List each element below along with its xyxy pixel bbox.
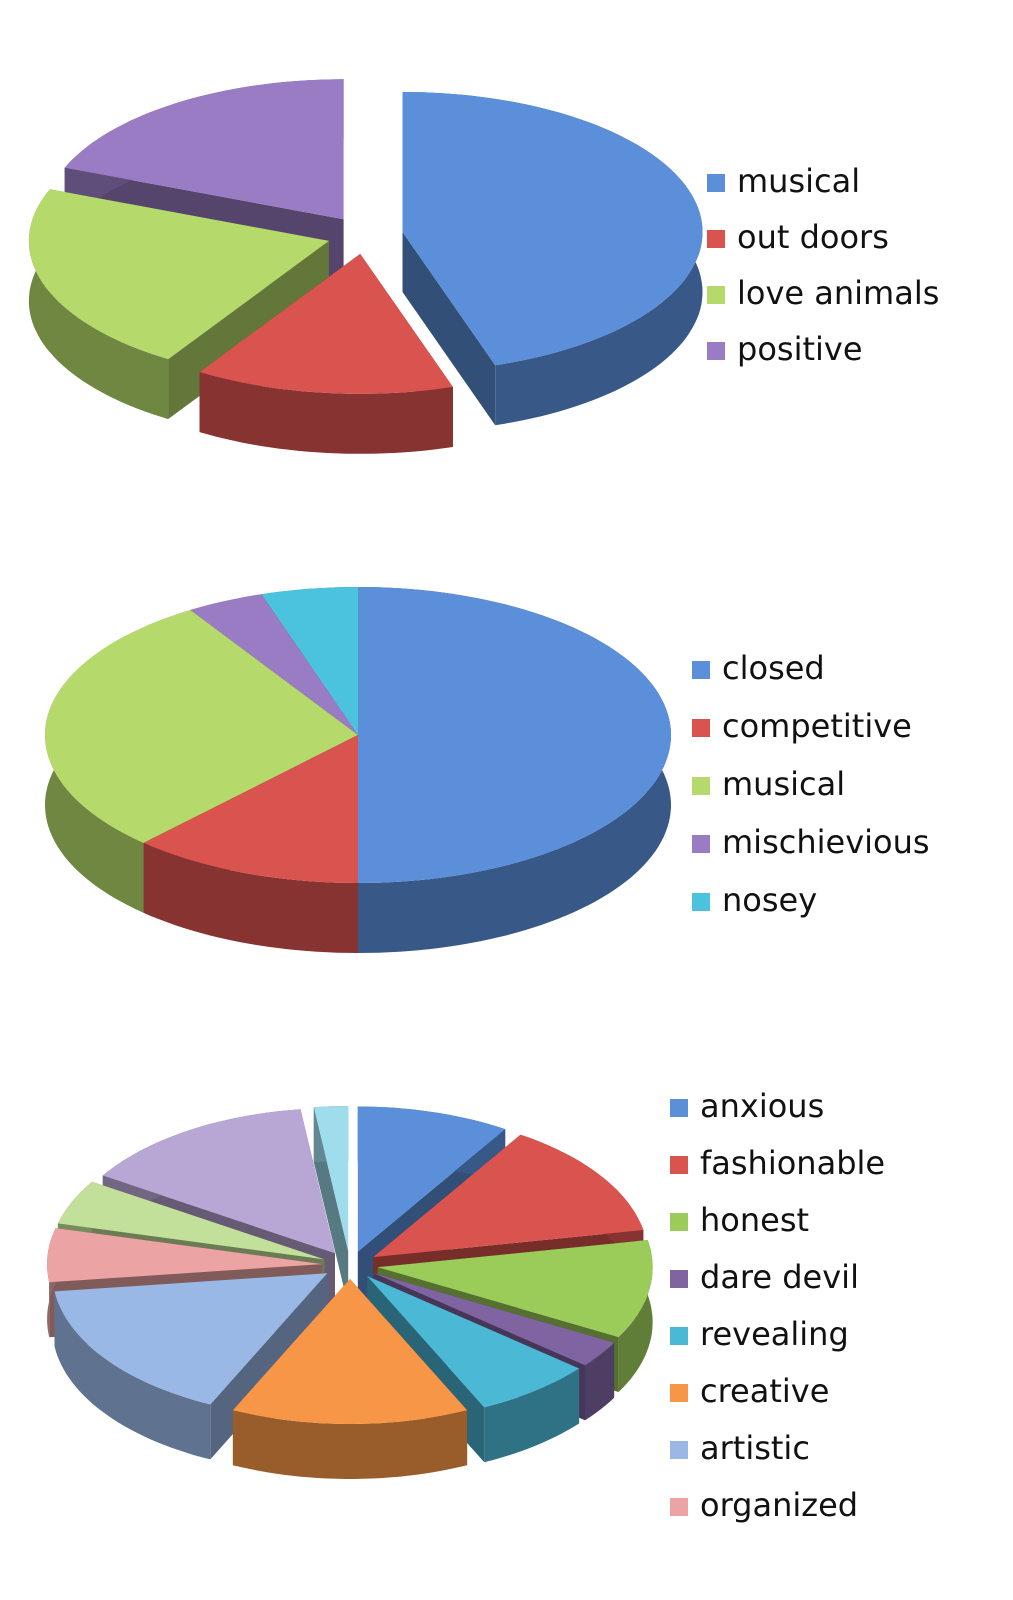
slice xyxy=(143,735,358,953)
slice xyxy=(190,594,358,735)
legend-label: anxious xyxy=(700,1087,824,1125)
legend-label: positive xyxy=(737,330,863,368)
legend-swatch xyxy=(707,230,725,248)
slice-side xyxy=(585,1342,615,1421)
legend-label: revealing xyxy=(700,1315,849,1353)
legend-swatch xyxy=(707,174,725,192)
legend-swatch xyxy=(692,777,710,795)
slice xyxy=(402,92,703,426)
legend-swatch xyxy=(670,1327,688,1345)
slice-wall xyxy=(402,232,496,426)
slice xyxy=(373,1134,644,1258)
legend-label: fashionable xyxy=(700,1144,885,1182)
legend-swatch xyxy=(670,1498,688,1516)
slice xyxy=(199,253,453,394)
slice xyxy=(358,587,671,883)
legend-label: mischievious xyxy=(722,823,930,861)
slice xyxy=(358,587,671,953)
slice xyxy=(377,1240,653,1337)
legend-label: nosey xyxy=(722,881,817,919)
slice xyxy=(102,1109,335,1254)
legend-swatch xyxy=(707,286,725,304)
legend-swatch xyxy=(670,1270,688,1288)
slice xyxy=(57,1181,325,1260)
legend-label: artistic xyxy=(700,1429,810,1467)
legend-label: musical xyxy=(737,162,860,200)
slice xyxy=(261,587,358,735)
legend-label: creative xyxy=(700,1372,829,1410)
slice xyxy=(402,92,703,366)
slice xyxy=(313,1106,349,1306)
legend-swatch xyxy=(692,661,710,679)
legend-swatch xyxy=(670,1099,688,1117)
slice-side xyxy=(143,842,358,953)
slice-side xyxy=(232,1410,468,1479)
legend-swatch xyxy=(692,719,710,737)
legend-label: competitive xyxy=(722,707,912,745)
slice xyxy=(64,79,344,220)
slice xyxy=(28,189,329,360)
slice xyxy=(367,1276,580,1408)
slice xyxy=(199,253,453,454)
legend-label: dare devil xyxy=(700,1258,859,1296)
slice-side xyxy=(199,372,453,454)
slice-side xyxy=(618,1240,653,1392)
slice xyxy=(232,1279,468,1479)
slice-side xyxy=(484,1368,580,1463)
legend-swatch xyxy=(670,1213,688,1231)
slice xyxy=(373,1272,615,1366)
slice xyxy=(232,1279,468,1424)
slice-side xyxy=(54,1291,211,1460)
legend-label: love animals xyxy=(737,274,939,312)
legend-swatch xyxy=(670,1384,688,1402)
legend-label: organized xyxy=(700,1486,858,1524)
legend-swatch xyxy=(692,835,710,853)
legend-swatch xyxy=(707,342,725,360)
slice xyxy=(143,735,358,883)
legend-label: out doors xyxy=(737,218,889,256)
slice-side xyxy=(28,189,169,420)
legend-swatch xyxy=(670,1441,688,1459)
legend-label: closed xyxy=(722,649,825,687)
legend-label: honest xyxy=(700,1201,809,1239)
slice xyxy=(54,1273,328,1405)
slice xyxy=(357,1106,506,1252)
legend-label: musical xyxy=(722,765,845,803)
slice xyxy=(313,1106,349,1251)
legend-swatch xyxy=(670,1156,688,1174)
slice xyxy=(45,610,358,843)
slice xyxy=(47,1228,323,1283)
legend-swatch xyxy=(692,893,710,911)
